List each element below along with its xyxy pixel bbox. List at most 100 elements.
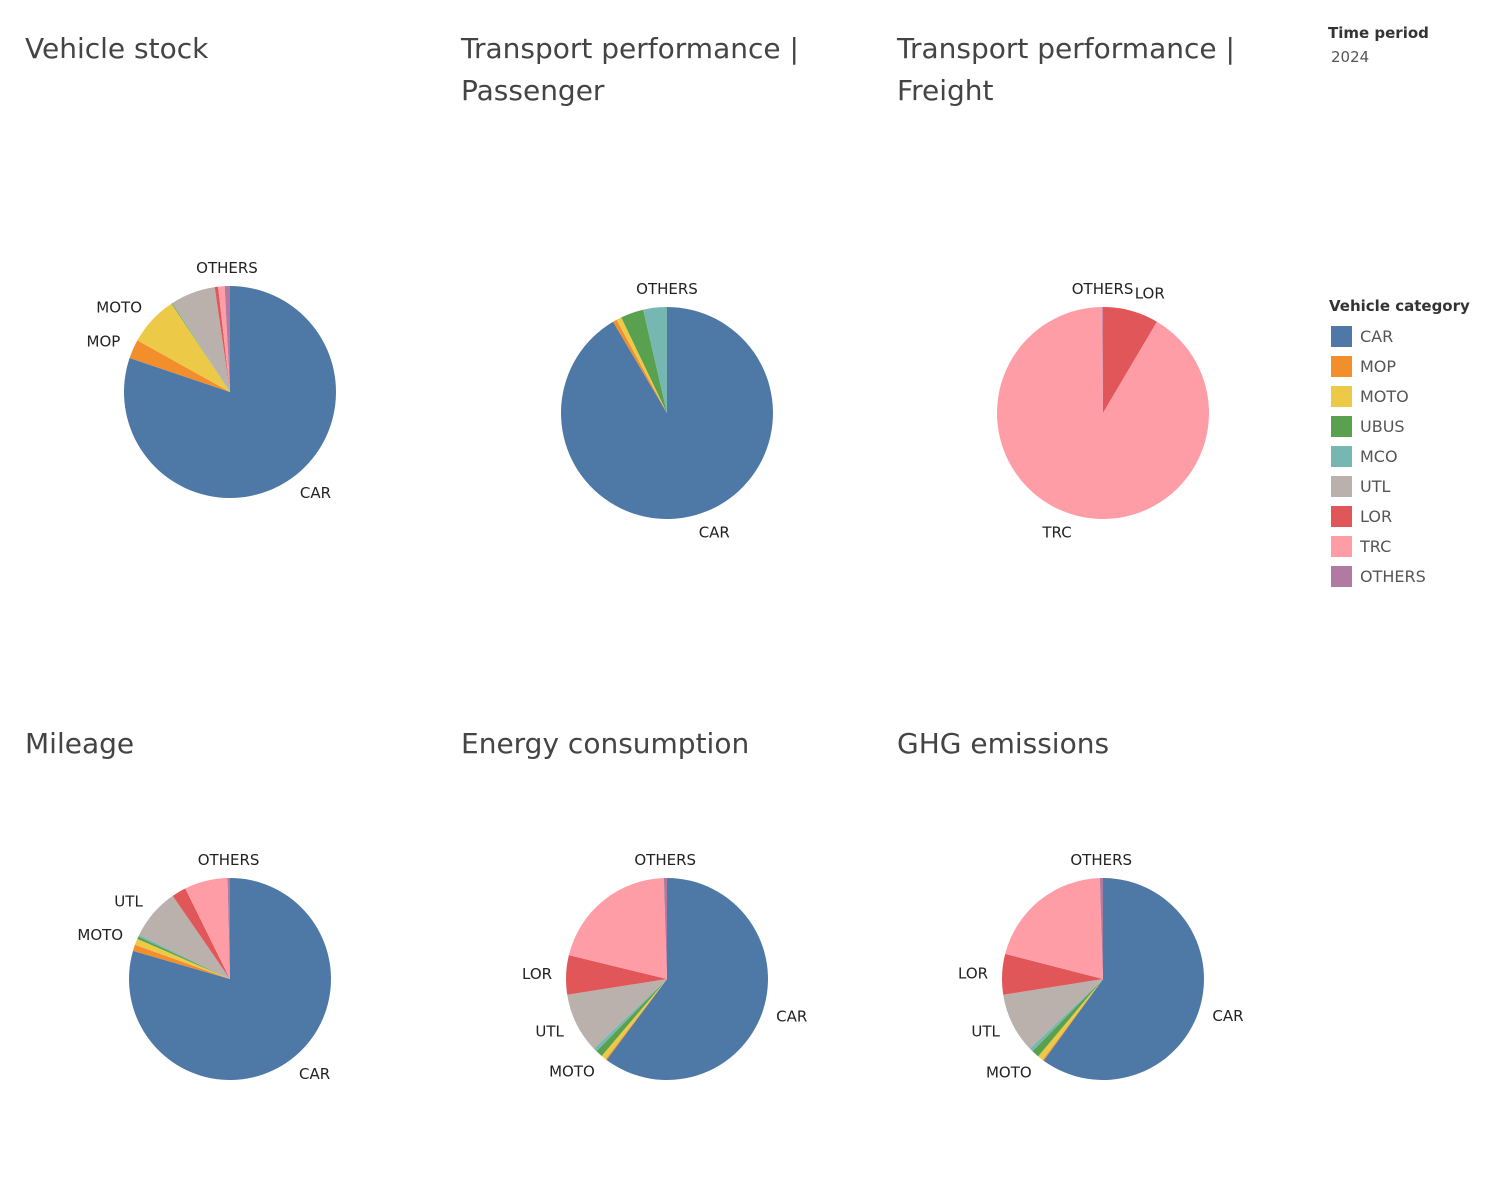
pie-slice-car[interactable]: [560, 307, 773, 520]
chart-title: Transport performance | Freight: [897, 32, 1235, 107]
chart-panel-passenger: Transport performance | Passenger CAR OTH…: [461, 28, 897, 542]
legend-swatch: [1331, 475, 1352, 497]
legend-item-moto[interactable]: MOTO: [1329, 381, 1470, 411]
pie-chart-energy[interactable]: CAR MOTO UTL LOR OTHERS: [461, 723, 897, 1153]
legend-swatch: [1331, 565, 1352, 587]
pie-slice-trc[interactable]: [185, 878, 230, 979]
pie-slice-lor[interactable]: [1103, 307, 1157, 413]
pie-slice-others[interactable]: [1099, 878, 1103, 979]
legend-items: CAR MOP MOTO UBUS MCO UTL LOR TRC OTHERS: [1329, 321, 1470, 591]
filter-value[interactable]: 2024: [1331, 48, 1370, 66]
pie-slice-mco[interactable]: [138, 934, 230, 979]
chart-title: Energy consumption: [461, 727, 750, 760]
pie-slice-utl[interactable]: [139, 895, 230, 979]
legend-title: Vehicle category: [1329, 297, 1470, 315]
pie-slice-car[interactable]: [128, 878, 331, 1080]
time-period-filter[interactable]: Time period 2024: [1328, 24, 1429, 66]
pie-slice-utl[interactable]: [567, 979, 667, 1049]
legend-item-mco[interactable]: MCO: [1329, 441, 1470, 471]
pie-slice-ubus[interactable]: [1032, 979, 1103, 1057]
chart-title: Vehicle stock: [25, 32, 209, 65]
pie-slice-lor[interactable]: [1001, 953, 1103, 995]
legend-item-ubus[interactable]: UBUS: [1329, 411, 1470, 441]
pie-slice-mop[interactable]: [129, 340, 230, 392]
pie-slice-lor[interactable]: [565, 955, 667, 995]
legend-item-mop[interactable]: MOP: [1329, 351, 1470, 381]
legend-swatch: [1331, 415, 1352, 437]
slice-label-car: CAR: [776, 1008, 807, 1026]
pie-slice-moto[interactable]: [134, 938, 230, 979]
pie-slice-mop[interactable]: [133, 944, 230, 979]
pie-chart-ghg[interactable]: CAR MOTO UTL LOR OTHERS: [897, 723, 1333, 1153]
legend-label: MOTO: [1360, 386, 1409, 406]
legend-label: CAR: [1360, 326, 1394, 346]
chart-title: GHG emissions: [897, 727, 1110, 760]
chart-panel-vehicle-stock: Vehicle stock CAR MOP MOTO OTHERS: [25, 28, 461, 502]
pie-chart-vehicle-stock[interactable]: CAR MOP MOTO OTHERS: [25, 28, 461, 502]
pie-chart-mileage[interactable]: CAR MOTO UTL OTHERS: [25, 723, 461, 1153]
pie-slice-trc[interactable]: [218, 286, 230, 392]
pie-slice-moto[interactable]: [601, 979, 667, 1060]
legend-label: MCO: [1360, 446, 1398, 466]
pie-slice-lor[interactable]: [214, 286, 230, 392]
slice-label-moto: MOTO: [986, 1063, 1032, 1081]
slice-label-mop: MOP: [87, 333, 121, 351]
pie-slice-moto[interactable]: [1038, 979, 1103, 1060]
slice-label-others: OTHERS: [634, 851, 696, 869]
pie-slice-ubus[interactable]: [621, 309, 667, 413]
pie-slice-others[interactable]: [227, 878, 230, 979]
pie-slice-car[interactable]: [124, 286, 337, 499]
legend-item-utl[interactable]: UTL: [1329, 471, 1470, 501]
chart-panel-mileage: Mileage CAR MOTO UTL OTHERS: [25, 723, 461, 1153]
pie-slice-mco[interactable]: [172, 302, 230, 392]
slice-label-others: OTHERS: [1070, 851, 1132, 869]
pie-slice-utl[interactable]: [1003, 979, 1103, 1049]
pie-slice-car[interactable]: [606, 878, 768, 1080]
legend-swatch: [1331, 325, 1352, 347]
legend: Vehicle category CAR MOP MOTO UBUS MCO UTL LOR…: [1329, 297, 1470, 591]
slice-label-car: CAR: [299, 1065, 330, 1083]
pie-chart-passenger[interactable]: CAR OTHERS: [461, 28, 897, 542]
pie-slice-others[interactable]: [224, 285, 230, 392]
pie-slice-others[interactable]: [1102, 306, 1103, 413]
pie-slice-trc[interactable]: [568, 878, 667, 979]
legend-swatch: [1331, 385, 1352, 407]
chart-title: Mileage: [25, 727, 135, 760]
pie-slice-moto[interactable]: [616, 317, 667, 413]
pie-slice-ubus[interactable]: [137, 936, 230, 979]
pie-slice-mco[interactable]: [593, 979, 667, 1052]
slice-label-others: OTHERS: [198, 851, 260, 869]
legend-item-others[interactable]: OTHERS: [1329, 561, 1470, 591]
pie-slice-moto[interactable]: [137, 303, 230, 392]
pie-chart-freight[interactable]: LOR TRC OTHERS: [897, 28, 1333, 542]
pie-slice-lor[interactable]: [172, 888, 230, 979]
legend-item-car[interactable]: CAR: [1329, 321, 1470, 351]
filter-title: Time period: [1328, 24, 1429, 42]
pie-slice-others[interactable]: [663, 878, 667, 979]
chart-panel-energy: Energy consumption CAR MOTO UTL LOR OTHERS: [461, 723, 897, 1153]
pie-slice-mop[interactable]: [605, 979, 667, 1060]
slice-label-moto: MOTO: [77, 926, 123, 944]
pie-slice-ubus[interactable]: [596, 979, 667, 1057]
slice-label-utl: UTL: [971, 1023, 1000, 1041]
legend-item-lor[interactable]: LOR: [1329, 501, 1470, 531]
pie-slice-utl[interactable]: [172, 287, 230, 392]
pie-slice-ubus[interactable]: [171, 303, 230, 392]
slice-label-lor: LOR: [958, 964, 988, 982]
chart-panel-freight: Transport performance | Freight LOR TRC OT…: [897, 28, 1333, 542]
slice-label-utl: UTL: [535, 1023, 564, 1041]
legend-label: LOR: [1360, 506, 1393, 526]
pie-slice-mco[interactable]: [643, 307, 667, 413]
slice-label-moto: MOTO: [549, 1063, 595, 1081]
legend-item-trc[interactable]: TRC: [1329, 531, 1470, 561]
pie-slice-trc[interactable]: [1005, 878, 1103, 979]
slice-label-car: CAR: [300, 484, 331, 502]
pie-slice-mop[interactable]: [1042, 979, 1103, 1061]
pie-slice-car[interactable]: [1043, 878, 1204, 1080]
slice-label-moto: MOTO: [96, 299, 142, 317]
legend-label: MOP: [1360, 356, 1397, 376]
pie-slice-mco[interactable]: [1029, 979, 1103, 1052]
pie-slice-trc[interactable]: [997, 307, 1210, 519]
legend-swatch: [1331, 445, 1352, 467]
pie-slice-mop[interactable]: [613, 319, 667, 413]
